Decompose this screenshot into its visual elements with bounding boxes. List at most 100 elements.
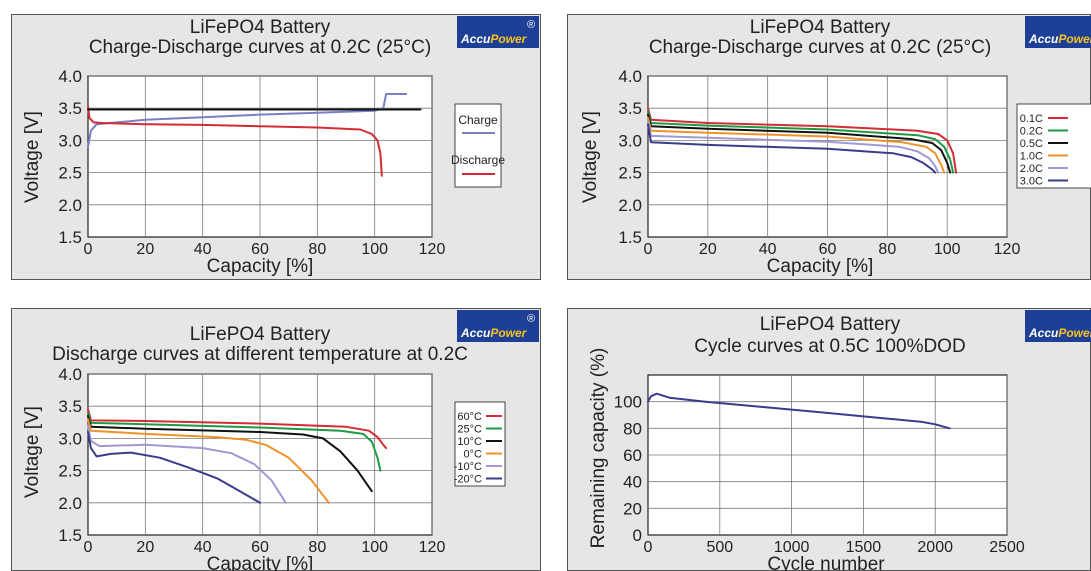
accupower-logo: ®AccuPower xyxy=(457,310,539,342)
x-tick-label: 500 xyxy=(706,539,733,556)
y-tick-label: 3.0 xyxy=(58,429,82,448)
x-tick-label: 0 xyxy=(644,241,653,258)
y-tick-label: 80 xyxy=(623,419,642,438)
series-line-60C xyxy=(87,408,388,450)
y-axis-label: Voltage [V] xyxy=(22,111,43,203)
y-tick-label: 2.5 xyxy=(58,164,82,183)
logo-background xyxy=(457,16,539,48)
chart-subtitle: Cycle curves at 0.5C 100%DOD xyxy=(694,336,965,357)
x-tick-label: 80 xyxy=(308,539,326,556)
logo-background xyxy=(1025,310,1091,342)
x-tick-label: 0 xyxy=(84,539,93,556)
accupower-logo: ®AccuPower xyxy=(1025,16,1091,48)
x-tick-label: 40 xyxy=(194,539,212,556)
series-line--20C xyxy=(87,431,261,504)
y-tick-label: 60 xyxy=(623,446,642,465)
x-tick-label: 80 xyxy=(878,241,896,258)
x-tick-label: 100 xyxy=(361,241,388,258)
chart-title: LiFePO4 Battery xyxy=(190,17,331,38)
series-line-Discharge xyxy=(87,105,383,177)
y-tick-label: 3.0 xyxy=(618,131,642,150)
legend-label: Discharge xyxy=(451,153,505,167)
series-line-0.1C xyxy=(647,107,958,174)
logo-registered-mark: ® xyxy=(527,313,535,325)
x-axis-label: Capacity [%] xyxy=(767,256,874,277)
series-line-25C xyxy=(87,411,382,472)
legend-label: 0.1C xyxy=(1020,113,1043,125)
legend-label: 2.0C xyxy=(1020,163,1043,175)
y-tick-label: 100 xyxy=(614,393,642,412)
y-axis-label: Voltage [V] xyxy=(22,406,43,498)
x-tick-label: 100 xyxy=(361,539,388,556)
y-tick-label: 2.5 xyxy=(58,462,82,481)
logo-registered-mark: ® xyxy=(527,19,535,31)
x-tick-label: 60 xyxy=(251,241,269,258)
x-tick-label: 0 xyxy=(84,241,93,258)
x-axis-label: Capacity [%] xyxy=(207,256,314,277)
series-line-Charge xyxy=(87,93,408,148)
y-axis-label: Remaining capacity (%) xyxy=(588,348,609,549)
chart-panel-3: 1.5 2.0 2.5 3.0 3.5 4.0 0 20 40 60 80 100 120 LiFePO4… xyxy=(11,308,541,571)
chart-panel-2: 1.5 2.0 2.5 3.0 3.5 4.0 0 20 40 60 80 100 120 LiFePO4… xyxy=(567,14,1091,280)
logo-text: AccuPower xyxy=(1028,326,1091,340)
series-line-2.0C xyxy=(647,120,940,174)
x-tick-label: 120 xyxy=(994,241,1021,258)
x-tick-label: 0 xyxy=(644,539,653,556)
x-tick-label: 40 xyxy=(194,241,212,258)
legend-label: 0°C xyxy=(464,449,483,461)
series-line-3.0C xyxy=(647,123,937,174)
x-axis-label: Capacity [%] xyxy=(207,554,314,571)
y-tick-label: 2.0 xyxy=(618,196,642,215)
series-line-0C xyxy=(87,418,330,504)
legend-label: 10°C xyxy=(457,436,482,448)
logo-text: AccuPower xyxy=(460,32,528,46)
y-tick-label: 3.5 xyxy=(58,397,82,416)
x-axis-label: Cycle number xyxy=(767,554,885,571)
legend-label: 60°C xyxy=(457,411,482,423)
x-tick-label: 100 xyxy=(934,241,961,258)
series-line-0.5C xyxy=(647,113,952,174)
logo-background xyxy=(457,310,539,342)
series-line--10C xyxy=(87,424,287,504)
x-tick-label: 2500 xyxy=(989,539,1025,556)
y-tick-label: 4.0 xyxy=(618,67,642,86)
y-tick-label: 3.5 xyxy=(618,99,642,118)
x-tick-label: 1500 xyxy=(846,539,882,556)
y-tick-label: 1.5 xyxy=(58,526,82,545)
chart-subtitle: Charge-Discharge curves at 0.2C (25°C) xyxy=(89,37,431,58)
chart-subtitle: Charge-Discharge curves at 0.2C (25°C) xyxy=(649,37,991,58)
legend-label: 3.0C xyxy=(1020,176,1043,188)
series-line-unnamed-0 xyxy=(647,392,951,430)
chart-subtitle: Discharge curves at different temperatur… xyxy=(52,344,468,365)
legend-label: 0.5C xyxy=(1020,138,1043,150)
chart-title: LiFePO4 Battery xyxy=(190,324,331,345)
series-line-10C xyxy=(87,414,373,493)
y-axis-label: Voltage [V] xyxy=(580,111,601,203)
y-tick-label: 1.5 xyxy=(618,228,642,247)
legend-label: Charge xyxy=(458,113,498,127)
y-tick-label: 40 xyxy=(623,473,642,492)
x-tick-label: 60 xyxy=(251,539,269,556)
accupower-logo: ®AccuPower xyxy=(1025,310,1091,342)
legend-label: -20°C xyxy=(454,474,482,486)
x-tick-label: 20 xyxy=(136,241,154,258)
series-line-1.0C xyxy=(647,116,946,174)
x-tick-label: 20 xyxy=(136,539,154,556)
x-tick-label: 1000 xyxy=(774,539,810,556)
legend-label: -10°C xyxy=(454,461,482,473)
y-tick-label: 4.0 xyxy=(58,365,82,384)
legend-label: 0.2C xyxy=(1020,126,1043,138)
y-tick-label: 4.0 xyxy=(58,67,82,86)
legend-label: 1.0C xyxy=(1020,151,1043,163)
y-tick-label: 3.5 xyxy=(58,99,82,118)
y-tick-label: 20 xyxy=(623,499,642,518)
logo-text: AccuPower xyxy=(460,326,528,340)
x-tick-label: 60 xyxy=(819,241,837,258)
y-tick-label: 2.0 xyxy=(58,494,82,513)
legend-label: 25°C xyxy=(457,424,482,436)
chart-title: LiFePO4 Battery xyxy=(760,314,901,335)
chart-title: LiFePO4 Battery xyxy=(750,17,891,38)
x-tick-label: 40 xyxy=(759,241,777,258)
